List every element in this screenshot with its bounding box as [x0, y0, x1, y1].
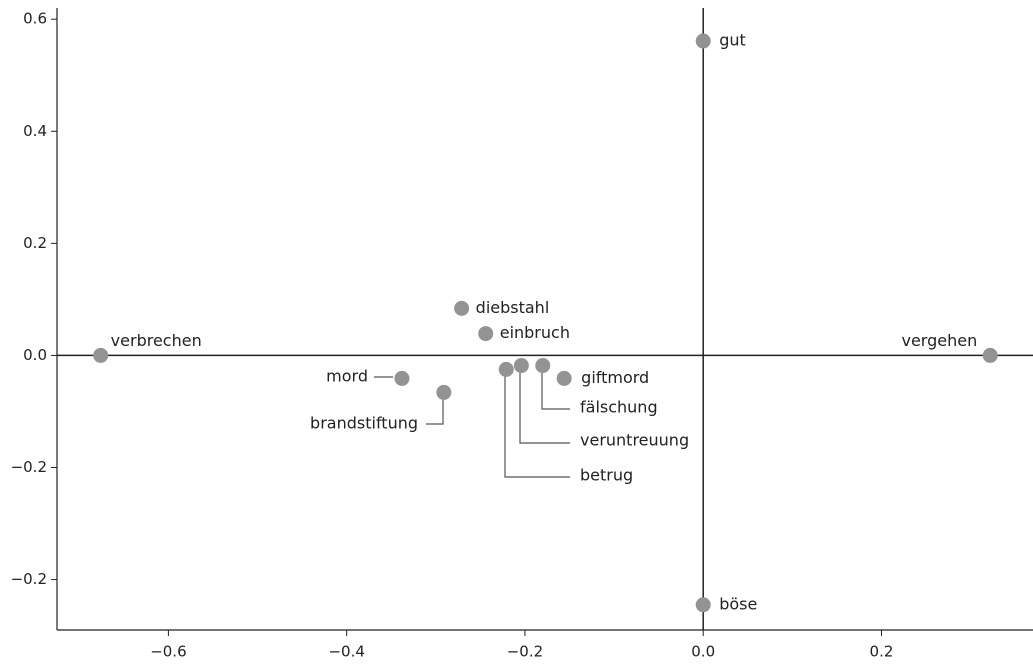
point	[982, 347, 998, 363]
point-label: einbruch	[500, 323, 570, 342]
x-tick-label: −0.2	[507, 643, 543, 661]
leader-line	[426, 398, 444, 425]
y-tick-label: 0.6	[23, 10, 47, 28]
point-label: fälschung	[580, 398, 658, 417]
point-label: giftmord	[581, 368, 649, 387]
point	[513, 358, 529, 374]
leader-line	[519, 372, 570, 444]
point	[556, 370, 572, 386]
x-tick-label: 0.0	[691, 643, 715, 661]
point	[695, 33, 711, 49]
point-label: diebstahl	[476, 298, 550, 317]
point	[535, 358, 551, 374]
x-tick-label: 0.2	[870, 643, 894, 661]
y-tick-label: −0.2	[11, 458, 47, 476]
leader-line	[541, 372, 570, 410]
point-label: vergehen	[901, 331, 977, 350]
point-label: mord	[326, 367, 368, 386]
point-label: brandstiftung	[310, 414, 418, 433]
point-label: betrug	[580, 466, 633, 485]
point	[93, 347, 109, 363]
point	[436, 384, 452, 400]
point-label: verbrechen	[111, 331, 202, 350]
point	[478, 326, 494, 342]
y-tick-label: −0.2	[11, 570, 47, 588]
leader-line	[504, 376, 570, 478]
point-label: böse	[719, 594, 757, 613]
x-tick-label: −0.6	[150, 643, 186, 661]
point-label: veruntreuung	[580, 431, 689, 450]
point	[394, 370, 410, 386]
point-label: gut	[719, 31, 746, 50]
point	[498, 361, 514, 377]
point	[695, 597, 711, 613]
y-tick-label: 0.2	[23, 234, 47, 252]
y-tick-label: 0.0	[23, 346, 47, 364]
point	[454, 300, 470, 316]
x-tick-label: −0.4	[328, 643, 364, 661]
y-tick-label: 0.4	[23, 122, 47, 140]
